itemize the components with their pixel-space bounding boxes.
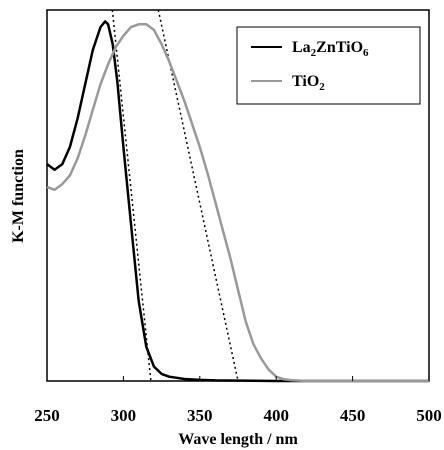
legend-label-la2zntio6: La2ZnTiO6: [292, 39, 369, 59]
legend-label-tio2: TiO2: [292, 73, 325, 93]
x-tick-label: 350: [187, 406, 213, 425]
legend-box: [236, 26, 421, 105]
legend-tio2-sub1: 2: [319, 81, 325, 93]
x-tick-label: 500: [416, 406, 442, 425]
x-tick-label: 300: [111, 406, 137, 425]
tangent-lines: [111, 9, 239, 382]
x-axis-title: Wave length / nm: [178, 431, 298, 448]
legend-la-sub1: 2: [311, 47, 317, 59]
tangent-line-la2zntio6: [111, 9, 152, 382]
y-axis-title: K-M function: [10, 149, 27, 243]
legend-la-base: La: [292, 39, 311, 56]
legend-la-sub2: 6: [363, 47, 369, 59]
x-tick-label: 450: [340, 406, 366, 425]
series-line-tio2: [46, 23, 429, 383]
legend: La2ZnTiO6 TiO2: [236, 26, 421, 105]
x-tick-label: 400: [263, 406, 289, 425]
legend-tio2-base: TiO: [292, 73, 319, 90]
tangent-line-tio2: [157, 9, 239, 382]
x-tick-label: 250: [34, 406, 60, 425]
x-ticks: 250 300 350 400 450 500: [34, 376, 442, 425]
legend-la-mid: ZnTiO: [316, 39, 363, 56]
